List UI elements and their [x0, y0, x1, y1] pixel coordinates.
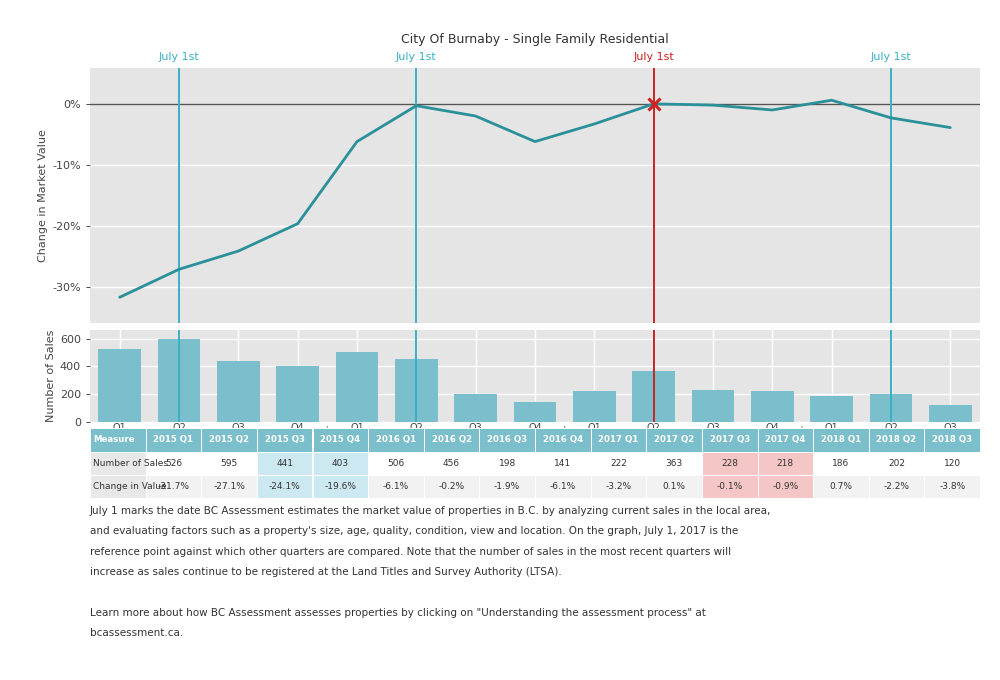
Text: 2017 Q2: 2017 Q2	[654, 435, 694, 445]
Text: reference point against which other quarters are compared. Note that the number : reference point against which other quar…	[90, 547, 731, 557]
Text: 403: 403	[332, 458, 349, 468]
Text: 2018 Q3: 2018 Q3	[932, 435, 972, 445]
Text: 198: 198	[499, 458, 516, 468]
Text: -3.2%: -3.2%	[605, 481, 632, 491]
Bar	[632, 371, 675, 422]
Title: City Of Burnaby - Single Family Residential: City Of Burnaby - Single Family Resident…	[401, 33, 669, 46]
Text: 2016 Q1: 2016 Q1	[376, 435, 416, 445]
Text: -6.1%: -6.1%	[550, 481, 576, 491]
Text: 2018 Q2: 2018 Q2	[876, 435, 917, 445]
Text: 222: 222	[610, 458, 627, 468]
Text: 2015: 2015	[195, 443, 223, 454]
Text: 186: 186	[832, 458, 850, 468]
Bar	[692, 390, 734, 422]
Bar	[751, 392, 794, 422]
Text: July 1st: July 1st	[159, 52, 199, 63]
Text: 363: 363	[665, 458, 683, 468]
Text: 2015 Q1: 2015 Q1	[153, 435, 193, 445]
Text: 2016 Q4: 2016 Q4	[543, 435, 583, 445]
Text: July 1 marks the date BC Assessment estimates the market value of properties in : July 1 marks the date BC Assessment esti…	[90, 506, 771, 516]
Y-axis label: Number of Sales: Number of Sales	[46, 330, 56, 422]
Text: -1.9%: -1.9%	[494, 481, 520, 491]
Text: 2016: 2016	[432, 443, 460, 454]
Bar	[336, 352, 378, 422]
Text: 2016 Q2: 2016 Q2	[432, 435, 472, 445]
Text: 506: 506	[387, 458, 405, 468]
Text: July 1st: July 1st	[633, 52, 674, 63]
Y-axis label: Change in Market Value: Change in Market Value	[38, 129, 48, 262]
Bar	[573, 391, 616, 422]
Text: 456: 456	[443, 458, 460, 468]
Text: 2016 Q3: 2016 Q3	[487, 435, 527, 445]
Text: bcassessment.ca.: bcassessment.ca.	[90, 628, 183, 639]
Text: 2017 Q3: 2017 Q3	[710, 435, 750, 445]
Text: 202: 202	[888, 458, 905, 468]
Text: increase as sales continue to be registered at the Land Titles and Survey Author: increase as sales continue to be registe…	[90, 567, 562, 577]
Text: 2015 Q3: 2015 Q3	[265, 435, 305, 445]
Bar	[454, 394, 497, 422]
Text: -2.2%: -2.2%	[884, 481, 910, 491]
Text: 526: 526	[165, 458, 182, 468]
Text: 2018 Q1: 2018 Q1	[821, 435, 861, 445]
Text: Measure: Measure	[93, 435, 135, 445]
Bar	[158, 339, 200, 422]
Text: 2015 Q2: 2015 Q2	[209, 435, 249, 445]
Bar	[276, 366, 319, 422]
Text: and evaluating factors such as a property's size, age, quality, condition, view : and evaluating factors such as a propert…	[90, 526, 738, 537]
Bar	[810, 396, 853, 422]
Text: 120: 120	[944, 458, 961, 468]
Text: 0.1%: 0.1%	[663, 481, 686, 491]
Text: -0.2%: -0.2%	[438, 481, 465, 491]
Bar	[217, 360, 260, 422]
Text: Learn more about how BC Assessment assesses properties by clicking on "Understan: Learn more about how BC Assessment asses…	[90, 608, 706, 618]
Text: Change in Value: Change in Value	[93, 481, 167, 491]
Bar	[514, 402, 556, 422]
Text: 218: 218	[777, 458, 794, 468]
Text: -19.6%: -19.6%	[324, 481, 356, 491]
Text: -31.7%: -31.7%	[157, 481, 189, 491]
Text: 2015 Q4: 2015 Q4	[320, 435, 360, 445]
Text: -0.9%: -0.9%	[772, 481, 798, 491]
Text: 141: 141	[554, 458, 571, 468]
Text: -6.1%: -6.1%	[383, 481, 409, 491]
Text: 2017 Q1: 2017 Q1	[598, 435, 639, 445]
Text: -24.1%: -24.1%	[269, 481, 301, 491]
Text: -3.8%: -3.8%	[939, 481, 965, 491]
Text: 0.7%: 0.7%	[829, 481, 852, 491]
Text: 2018: 2018	[877, 443, 905, 454]
Text: -27.1%: -27.1%	[213, 481, 245, 491]
Bar	[98, 349, 141, 422]
Text: July 1st: July 1st	[871, 52, 911, 63]
Bar	[395, 358, 438, 422]
Text: 2017: 2017	[669, 443, 697, 454]
Text: 595: 595	[220, 458, 238, 468]
Text: Number of Sales: Number of Sales	[93, 458, 168, 468]
Text: -0.1%: -0.1%	[717, 481, 743, 491]
Text: 441: 441	[276, 458, 293, 468]
Text: 228: 228	[721, 458, 738, 468]
Text: July 1st: July 1st	[396, 52, 437, 63]
Bar	[870, 394, 912, 422]
Text: 2017 Q4: 2017 Q4	[765, 435, 806, 445]
Bar	[929, 405, 972, 422]
